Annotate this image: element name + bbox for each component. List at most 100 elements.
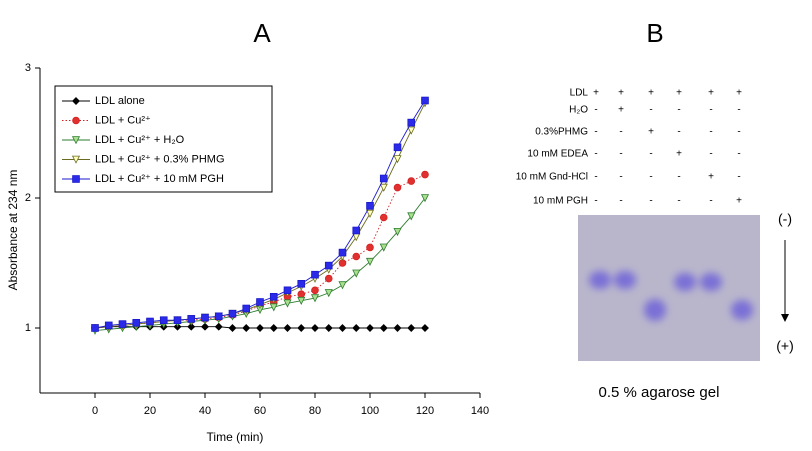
marker — [407, 118, 416, 127]
marker — [256, 324, 264, 332]
marker — [338, 324, 347, 332]
sign: - — [619, 172, 622, 183]
marker — [365, 257, 375, 266]
gel-image — [578, 215, 760, 361]
marker — [283, 299, 292, 308]
sign: + — [736, 196, 742, 207]
sign: + — [708, 88, 714, 99]
sign: - — [709, 105, 712, 116]
row-label: 0.3%PHMG — [535, 127, 588, 138]
sign: - — [619, 127, 622, 138]
sign: - — [737, 105, 740, 116]
sign: - — [594, 196, 597, 207]
marker — [104, 321, 113, 330]
x-tick-label: 80 — [309, 405, 321, 417]
marker — [283, 286, 292, 295]
sign: + — [593, 88, 599, 99]
marker — [420, 194, 430, 203]
sign: + — [648, 127, 654, 138]
cathode-label: (-) — [778, 211, 792, 227]
marker — [421, 170, 429, 179]
sign: - — [594, 127, 597, 138]
legend-label: LDL + Cu²⁺ + 0.3% PHMG — [95, 153, 225, 165]
marker — [324, 274, 333, 283]
marker — [269, 324, 278, 332]
x-tick-label: 100 — [361, 405, 379, 417]
panel-label: B — [646, 18, 663, 48]
marker — [352, 324, 361, 332]
marker — [393, 228, 402, 237]
marker — [297, 279, 306, 288]
legend-label: LDL + Cu²⁺ — [95, 114, 151, 126]
sign: - — [709, 149, 712, 160]
marker — [407, 212, 416, 221]
anode-label: (+) — [776, 338, 794, 354]
sign: - — [619, 196, 622, 207]
sign: - — [677, 172, 680, 183]
marker — [421, 96, 429, 105]
legend-label: LDL + Cu²⁺ + H₂O — [95, 134, 185, 146]
marker — [421, 324, 429, 332]
marker — [159, 316, 168, 324]
sign: - — [649, 196, 652, 207]
sign: + — [676, 149, 682, 160]
marker — [352, 226, 361, 235]
y-tick-label: 1 — [25, 322, 31, 334]
marker — [297, 296, 306, 305]
sign: + — [676, 88, 682, 99]
marker — [379, 243, 388, 252]
marker — [297, 324, 306, 332]
x-tick-label: 0 — [92, 405, 98, 417]
sign: - — [709, 196, 712, 207]
marker — [242, 324, 251, 332]
marker — [352, 269, 361, 278]
marker — [228, 309, 237, 318]
marker — [283, 324, 292, 332]
sign: - — [594, 105, 597, 116]
marker — [365, 209, 375, 218]
row-label: 10 mM PGH — [533, 196, 588, 207]
marker — [146, 317, 154, 326]
marker — [393, 155, 402, 164]
sign: - — [619, 149, 622, 160]
y-tick-label: 3 — [25, 62, 31, 74]
sign: - — [649, 105, 652, 116]
legend-box — [54, 85, 273, 193]
x-tick-label: 120 — [416, 405, 434, 417]
sign: + — [618, 88, 624, 99]
marker — [379, 174, 388, 183]
marker — [366, 324, 374, 332]
y-axis-label: Absorbance at 234 nm — [6, 170, 20, 291]
sign: - — [594, 172, 597, 183]
legend-marker — [72, 175, 80, 183]
sign: + — [708, 172, 714, 183]
legend-marker — [72, 116, 80, 125]
marker — [379, 324, 388, 332]
legend-marker — [72, 97, 80, 105]
marker — [173, 316, 182, 324]
gel-bands — [589, 271, 753, 321]
marker — [324, 261, 333, 270]
sign: - — [677, 196, 680, 207]
y-tick-label: 2 — [25, 192, 31, 204]
legend-marker — [71, 155, 81, 164]
sign: - — [737, 172, 740, 183]
sign: - — [709, 127, 712, 138]
marker — [118, 320, 127, 328]
sign: - — [649, 149, 652, 160]
gel-caption: 0.5 % agarose gel — [599, 384, 720, 401]
row-label: LDL — [570, 88, 589, 99]
marker — [379, 183, 388, 192]
marker — [407, 126, 416, 135]
marker — [269, 303, 278, 312]
marker — [311, 324, 319, 332]
x-tick-label: 60 — [254, 405, 266, 417]
marker — [297, 290, 306, 299]
legend-label: LDL alone — [95, 95, 145, 107]
marker — [407, 324, 416, 332]
marker — [393, 183, 402, 192]
sign: - — [594, 149, 597, 160]
sign: + — [648, 88, 654, 99]
